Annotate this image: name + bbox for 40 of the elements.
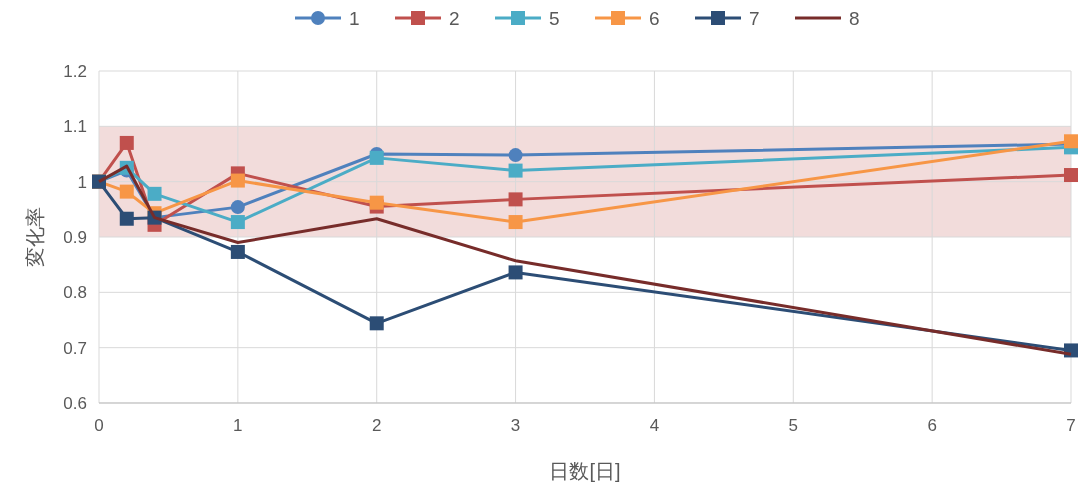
point <box>508 192 523 207</box>
point <box>230 215 245 230</box>
x-tick-label: 6 <box>927 416 937 435</box>
point <box>119 211 134 226</box>
legend-label: 7 <box>749 8 760 29</box>
point <box>230 200 245 215</box>
legend-label: 5 <box>549 8 560 29</box>
y-tick-label: 1.2 <box>63 62 87 81</box>
y-tick-label: 0.6 <box>63 394 87 413</box>
point <box>1064 168 1078 183</box>
x-tick-label: 1 <box>233 416 243 435</box>
point <box>369 150 384 165</box>
x-tick-label: 5 <box>788 416 799 435</box>
legend-label: 2 <box>449 8 460 29</box>
legend-label: 1 <box>349 8 360 29</box>
x-tick-label: 4 <box>649 416 660 435</box>
point <box>119 184 134 199</box>
point <box>369 316 384 331</box>
x-tick-label: 2 <box>371 416 382 435</box>
y-axis-title: 変化率 <box>24 207 46 267</box>
y-tick-label: 1 <box>77 172 87 192</box>
point <box>230 173 245 188</box>
legend-label: 6 <box>649 8 660 29</box>
point <box>508 163 523 178</box>
x-tick-label: 7 <box>1066 416 1076 435</box>
y-tick-label: 0.9 <box>63 228 87 247</box>
point <box>230 244 245 259</box>
x-axis-title: 日数[日] <box>549 460 621 482</box>
y-tick-label: 0.7 <box>63 338 87 358</box>
legend-label: 8 <box>849 8 860 29</box>
x-tick-label: 0 <box>94 416 104 435</box>
point <box>147 186 162 201</box>
y-tick-label: 0.8 <box>63 283 87 303</box>
point <box>508 215 523 230</box>
point <box>508 148 523 163</box>
point <box>369 195 384 210</box>
y-tick-label: 1.1 <box>63 117 87 137</box>
x-tick-label: 3 <box>510 416 521 435</box>
point <box>119 135 134 150</box>
point <box>508 265 523 280</box>
